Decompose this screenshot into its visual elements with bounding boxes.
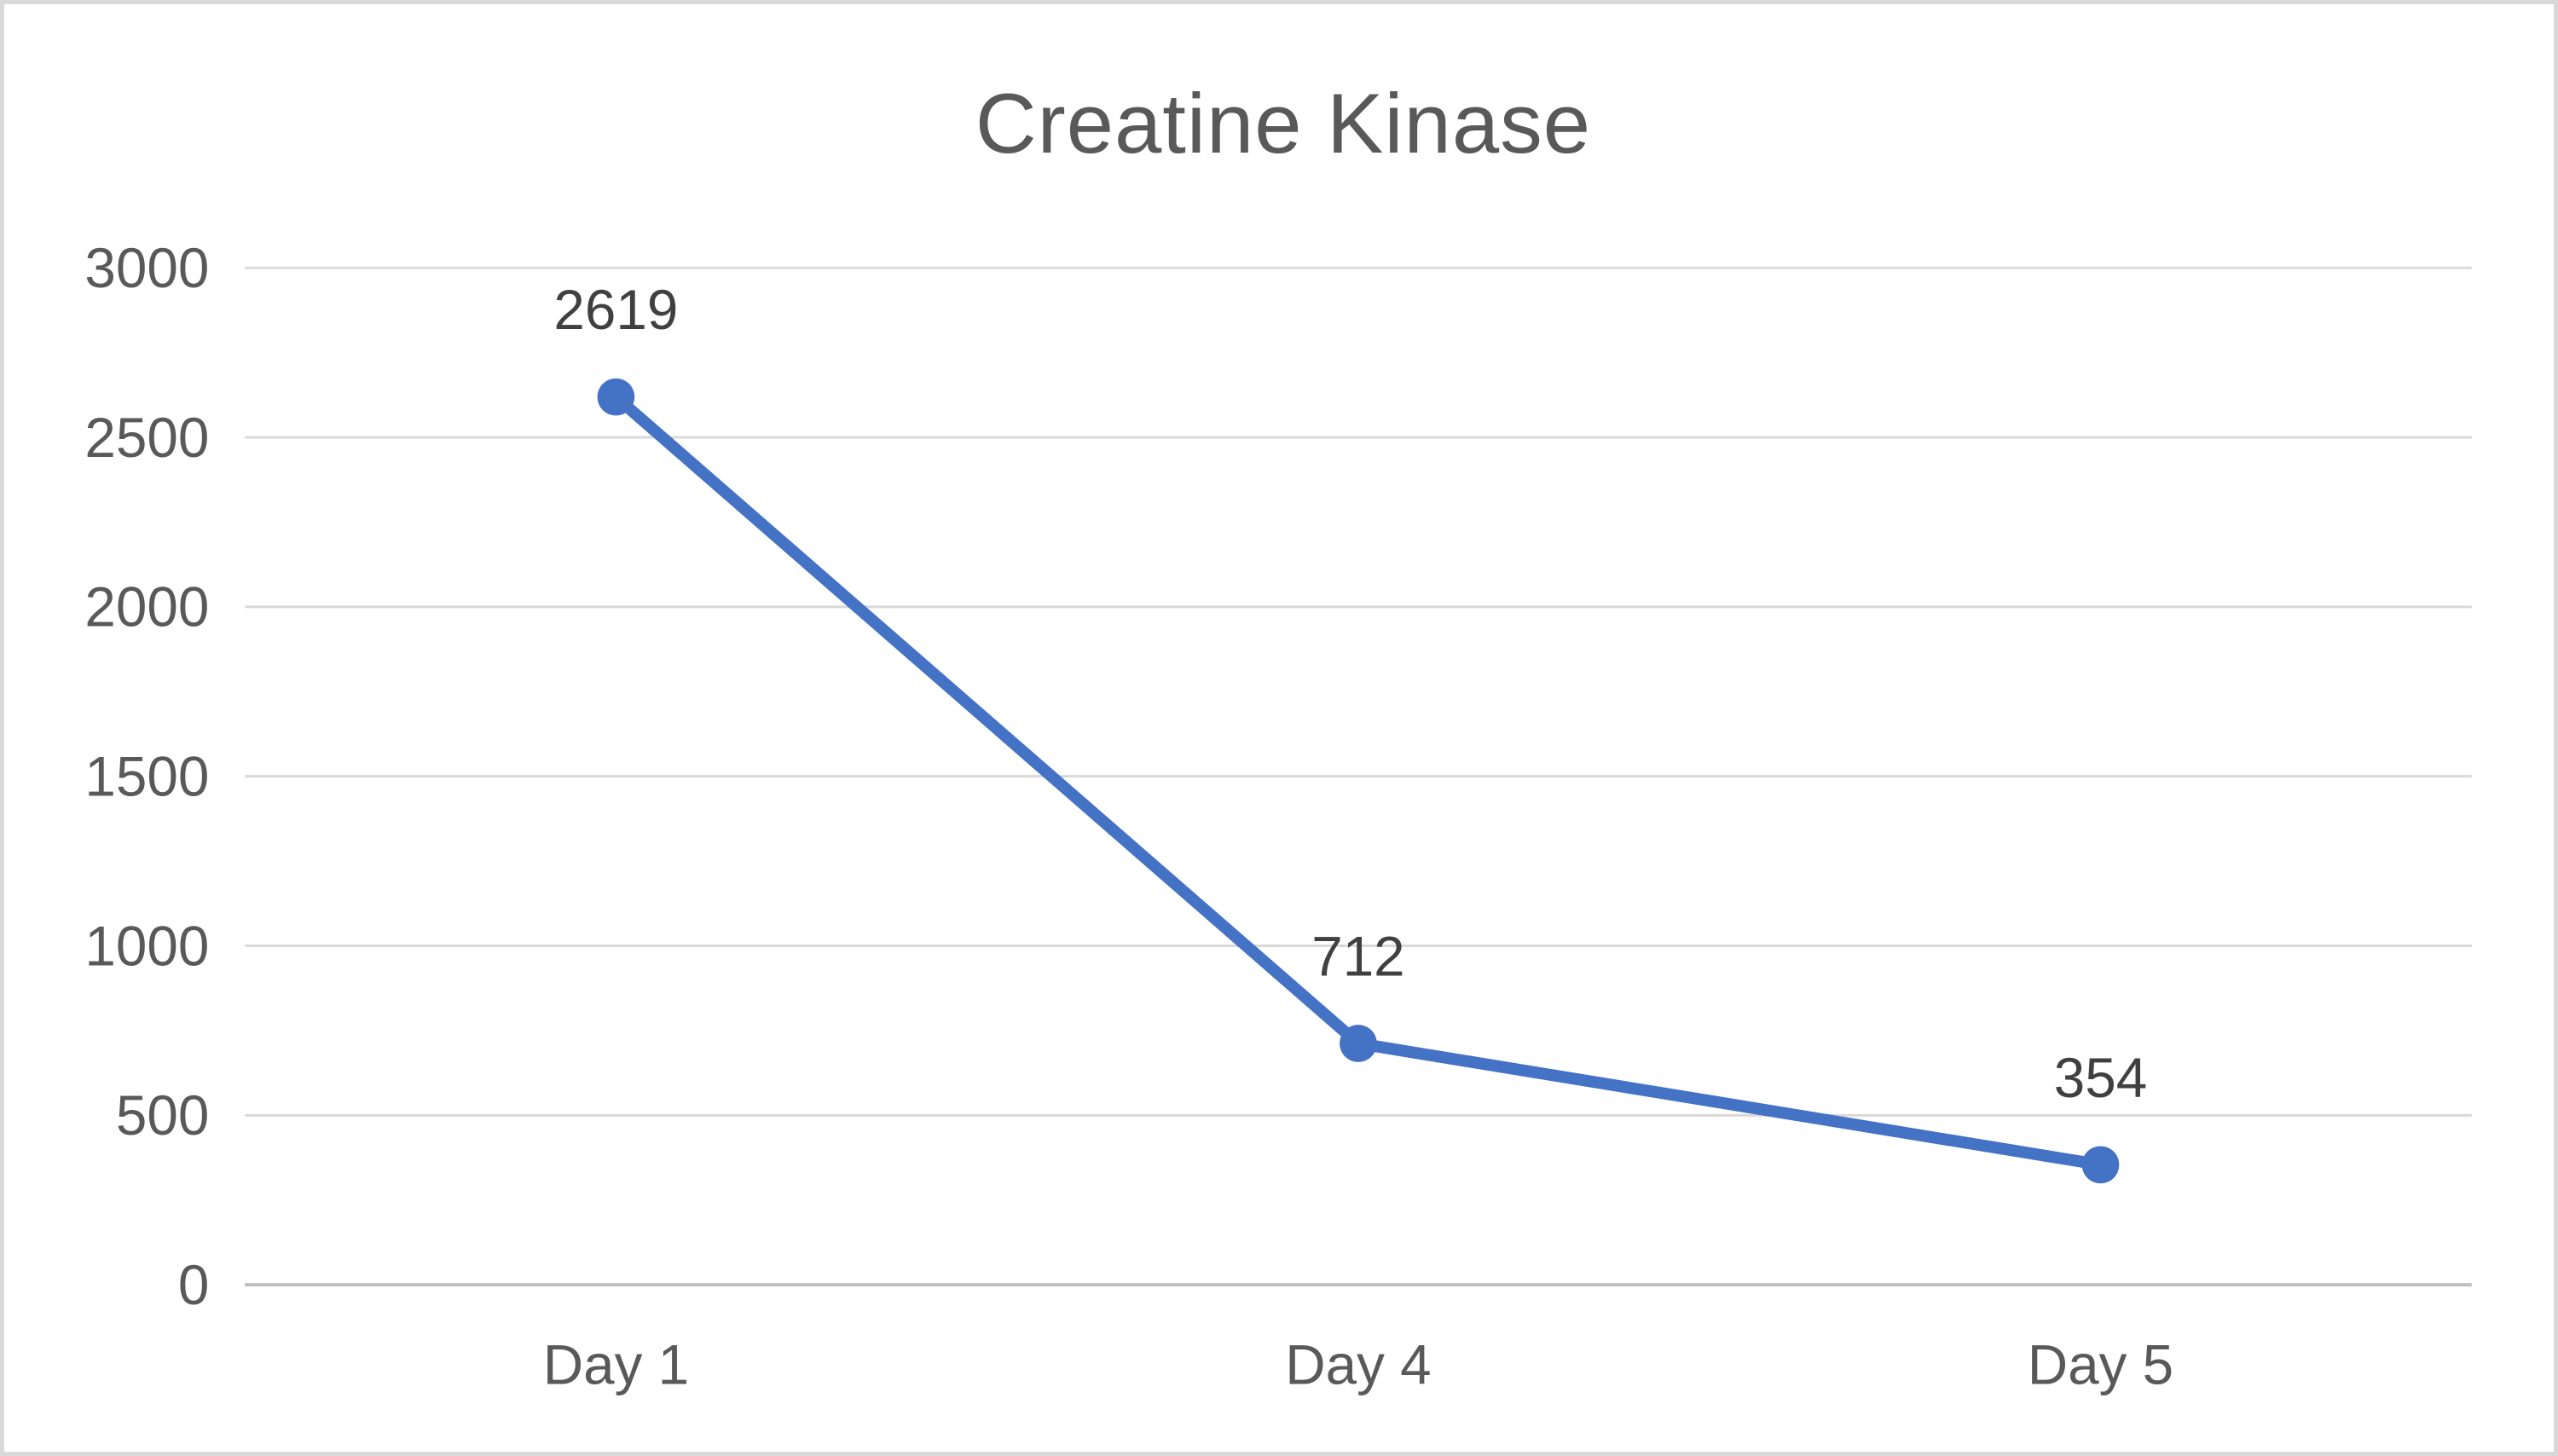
chart-svg: Creatine Kinase 0 500 1000 1500 2000 2500 3000… xyxy=(84,77,2472,1395)
x-tick-label: Day 5 xyxy=(2028,1333,2173,1395)
data-point-marker xyxy=(1340,1025,1377,1062)
data-point-marker xyxy=(2081,1146,2120,1184)
y-tick-label: 2500 xyxy=(84,407,209,469)
data-label: 712 xyxy=(1311,925,1404,987)
y-tick-label: 2000 xyxy=(84,576,209,638)
y-tick-label: 0 xyxy=(178,1254,210,1316)
chart-title: Creatine Kinase xyxy=(975,77,1591,171)
x-tick-labels: Day 1 Day 4 Day 5 xyxy=(543,1333,2173,1395)
y-tick-label: 500 xyxy=(116,1084,209,1147)
data-label: 2619 xyxy=(553,279,678,341)
x-tick-label: Day 1 xyxy=(543,1333,689,1395)
series-markers xyxy=(597,378,2120,1184)
data-point-marker xyxy=(597,378,635,416)
y-tick-label: 3000 xyxy=(84,237,209,299)
y-tick-label: 1500 xyxy=(84,746,209,808)
x-tick-label: Day 4 xyxy=(1285,1333,1431,1395)
y-gridlines xyxy=(245,266,2472,1287)
y-tick-labels: 0 500 1000 1500 2000 2500 3000 xyxy=(84,237,209,1316)
series-data-labels: 2619 712 354 xyxy=(553,279,2147,1109)
data-label: 354 xyxy=(2054,1047,2147,1109)
y-tick-label: 1000 xyxy=(84,915,209,977)
